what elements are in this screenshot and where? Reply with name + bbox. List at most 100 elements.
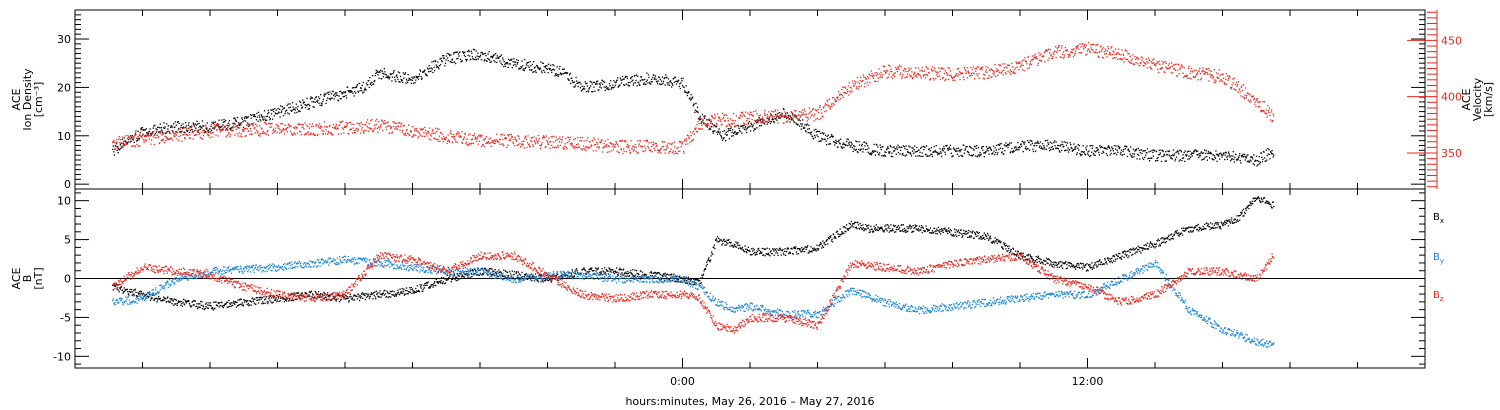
data-point (197, 131, 198, 132)
data-point (570, 73, 571, 74)
data-point (638, 152, 639, 153)
data-point (384, 71, 385, 72)
data-point (898, 152, 899, 153)
data-point (1117, 59, 1118, 60)
data-point (337, 95, 338, 96)
data-point (180, 129, 181, 130)
data-point (1181, 151, 1182, 152)
data-point (238, 122, 239, 123)
data-point (1146, 61, 1147, 62)
data-point (639, 85, 640, 86)
data-point (261, 298, 262, 299)
data-point (624, 85, 625, 86)
data-point (193, 124, 194, 125)
y-tick-label: -10 (53, 350, 71, 363)
data-point (176, 305, 177, 306)
data-point (1032, 149, 1033, 150)
data-point (614, 147, 615, 148)
data-point (842, 95, 843, 96)
data-point (278, 128, 279, 129)
data-point (248, 126, 249, 127)
data-point (516, 59, 517, 60)
data-point (1189, 77, 1190, 78)
data-point (196, 306, 197, 307)
data-point (477, 138, 478, 139)
data-point (1099, 154, 1100, 155)
data-point (1144, 65, 1145, 66)
data-point (985, 151, 986, 152)
data-point (1138, 148, 1139, 149)
data-point (1204, 149, 1205, 150)
data-point (565, 138, 566, 139)
data-point (466, 139, 467, 140)
data-point (617, 77, 618, 78)
data-point (219, 129, 220, 130)
data-point (536, 72, 537, 73)
data-point (1064, 56, 1065, 57)
data-point (889, 74, 890, 75)
data-point (626, 83, 627, 84)
data-point (891, 153, 892, 154)
data-point (970, 75, 971, 76)
data-point (247, 300, 248, 301)
data-point (1234, 78, 1235, 79)
data-point (1253, 95, 1254, 96)
data-point (907, 74, 908, 75)
data-point (1225, 155, 1226, 156)
data-point (1229, 75, 1230, 76)
data-point (1009, 145, 1010, 146)
data-point (348, 298, 349, 299)
data-point (880, 144, 881, 145)
data-point (1002, 151, 1003, 152)
data-point (491, 146, 492, 147)
data-point (1240, 162, 1241, 163)
data-point (1111, 146, 1112, 147)
data-point (1141, 60, 1142, 61)
data-point (1111, 47, 1112, 48)
data-point (419, 69, 420, 70)
data-point (1174, 153, 1175, 154)
data-point (848, 85, 849, 86)
data-point (699, 123, 700, 124)
data-point (799, 126, 800, 127)
data-point (291, 110, 292, 111)
data-point (1019, 147, 1020, 148)
data-point (178, 128, 179, 129)
data-point (907, 149, 908, 150)
data-point (307, 98, 308, 99)
data-point (683, 153, 684, 154)
data-point (876, 72, 877, 73)
data-point (449, 54, 450, 55)
data-point (1073, 143, 1074, 144)
data-point (1042, 143, 1043, 144)
data-point (931, 147, 932, 148)
data-point (1234, 89, 1235, 90)
data-point (284, 133, 285, 134)
data-point (1271, 109, 1272, 110)
data-point (236, 307, 237, 308)
data-point (551, 145, 552, 146)
data-point (800, 117, 801, 118)
data-point (595, 84, 596, 85)
data-point (1180, 69, 1181, 70)
data-point (173, 300, 174, 301)
data-point (227, 127, 228, 128)
data-point (233, 301, 234, 302)
data-point (156, 301, 157, 302)
data-point (430, 71, 431, 72)
data-point (1147, 62, 1148, 63)
data-point (258, 112, 259, 113)
data-point (815, 137, 816, 138)
data-point (838, 99, 839, 100)
data-point (205, 125, 206, 126)
data-point (671, 149, 672, 150)
data-point (598, 89, 599, 90)
data-point (944, 152, 945, 153)
data-point (969, 154, 970, 155)
data-point (202, 308, 203, 309)
data-point (138, 131, 139, 132)
data-point (993, 146, 994, 147)
data-point (842, 144, 843, 145)
data-point (1051, 54, 1052, 55)
data-point (540, 61, 541, 62)
